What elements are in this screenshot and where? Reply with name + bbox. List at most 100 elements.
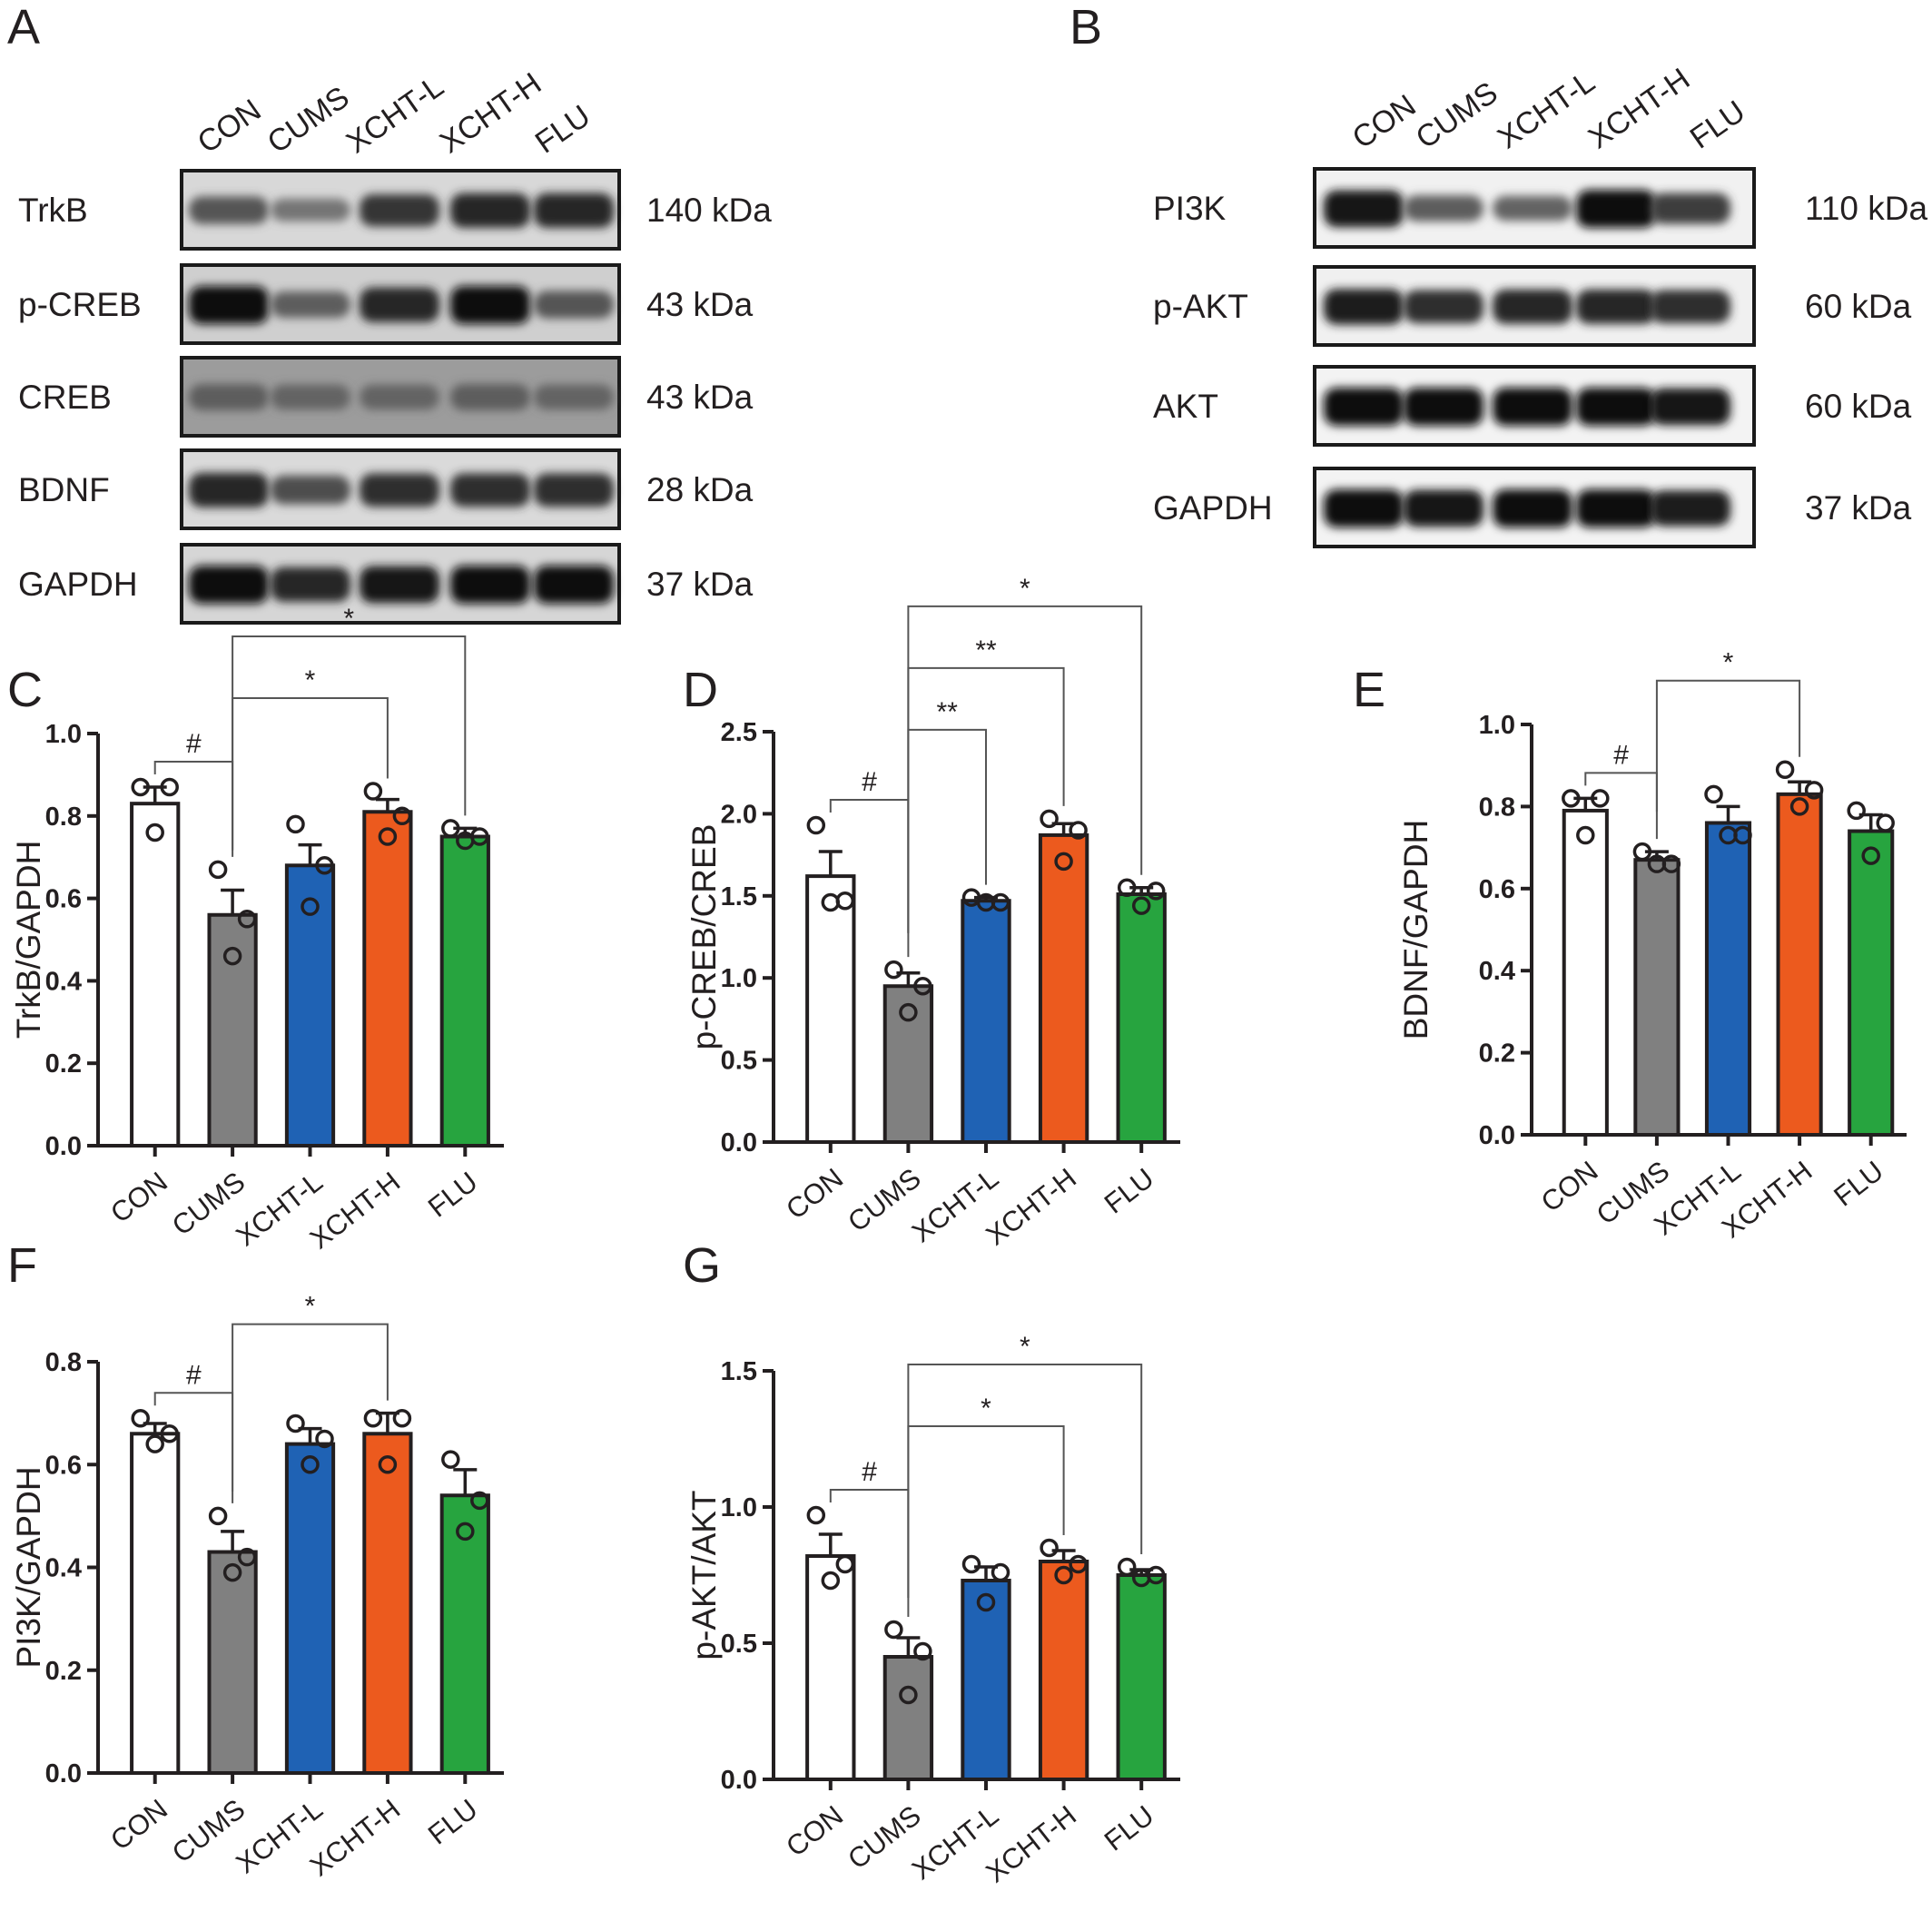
lane-label: CUMS <box>1410 75 1504 156</box>
x-tick-label: CON <box>104 1793 173 1857</box>
bar <box>882 984 934 1144</box>
blot-band <box>1404 195 1484 222</box>
significance-marker: * <box>1723 648 1734 678</box>
blot-band <box>534 384 614 410</box>
lane-label: XCHT-L <box>1492 64 1602 155</box>
blot-row-label: TrkB <box>18 192 88 229</box>
significance-bracket <box>232 635 467 851</box>
blot-row-label: GAPDH <box>1153 489 1273 527</box>
bar <box>1116 891 1167 1144</box>
data-point <box>1040 809 1059 829</box>
data-point <box>913 1641 932 1661</box>
blot-band <box>271 291 350 318</box>
significance-marker: * <box>1020 574 1030 604</box>
data-point <box>1040 1538 1059 1558</box>
x-tick-label: FLU <box>1828 1155 1889 1213</box>
significance-marker: ** <box>975 635 997 665</box>
x-tick-label: CON <box>780 1799 849 1863</box>
blot-band <box>1324 388 1404 426</box>
y-tick-label: 0.8 <box>45 1348 82 1377</box>
data-point <box>237 910 257 929</box>
y-tick-label: 0.6 <box>45 885 82 914</box>
data-point <box>1054 852 1073 872</box>
y-tick-label: 0.0 <box>45 1759 82 1788</box>
data-point <box>1632 842 1652 862</box>
x-tick-label: CON <box>780 1162 849 1226</box>
blot-band <box>271 566 350 602</box>
x-tick-label: CON <box>104 1166 173 1229</box>
data-point <box>913 976 932 996</box>
data-point <box>1789 797 1809 816</box>
y-tick-label: 1.0 <box>721 1493 757 1522</box>
y-tick-label: 0.6 <box>1479 875 1515 904</box>
blot-band <box>189 196 269 224</box>
data-point <box>991 1562 1010 1582</box>
y-tick-label: 0.0 <box>721 1766 757 1795</box>
data-point <box>145 823 164 842</box>
blot-band <box>271 198 350 222</box>
x-tick-label: FLU <box>422 1793 484 1851</box>
data-point <box>1069 821 1088 840</box>
bar-chart-p-akt: 0.00.51.01.5p-AKT/AKTCONCUMSXCHT-LXCHT-H… <box>685 1332 1180 1889</box>
blot-band <box>1651 290 1730 324</box>
panel-letter-a: A <box>7 0 40 54</box>
bar <box>362 810 413 1148</box>
y-axis-label: p-AKT/AKT <box>685 1490 723 1660</box>
data-point <box>145 1434 164 1453</box>
blot-band <box>1324 489 1404 527</box>
panel-letter-d: D <box>683 663 718 717</box>
data-point <box>131 1409 150 1428</box>
bar <box>1633 858 1681 1137</box>
blot-band <box>1651 192 1730 224</box>
lane-label: CON <box>192 93 268 160</box>
data-point <box>208 860 228 880</box>
data-point <box>821 1571 841 1591</box>
data-point <box>1876 813 1895 832</box>
data-point <box>441 1450 460 1469</box>
data-point <box>976 892 996 912</box>
data-point <box>1576 825 1595 845</box>
bar <box>1848 829 1895 1138</box>
panel-letter-b: B <box>1070 0 1102 54</box>
data-point <box>1131 1568 1151 1588</box>
blot-band <box>1404 290 1484 324</box>
molecular-weight-label: 37 kDa <box>1805 489 1912 527</box>
bar <box>805 1554 856 1781</box>
blot-band <box>450 473 530 507</box>
blot-band <box>1651 388 1730 426</box>
blot-band <box>360 384 439 410</box>
significance-bracket <box>1655 679 1801 813</box>
molecular-weight-label: 43 kDa <box>646 286 754 323</box>
lane-label: XCHT-H <box>434 66 547 161</box>
y-tick-label: 0.2 <box>45 1049 82 1079</box>
blot-band <box>1404 489 1484 527</box>
data-point <box>884 960 903 980</box>
lane-label: CUMS <box>261 80 356 161</box>
blot-band <box>189 384 269 410</box>
significance-marker: # <box>862 1457 877 1487</box>
data-point <box>1131 896 1151 915</box>
data-point <box>363 782 383 801</box>
significance-bracket <box>907 605 1143 933</box>
data-point <box>222 1562 242 1582</box>
bar <box>1704 821 1752 1137</box>
data-point <box>899 1685 918 1705</box>
y-tick-label: 0.8 <box>45 803 82 832</box>
molecular-weight-label: 60 kDa <box>1805 388 1912 425</box>
data-point <box>208 1506 228 1526</box>
y-tick-label: 0.4 <box>45 1554 82 1583</box>
data-point <box>441 819 460 838</box>
molecular-weight-label: 37 kDa <box>646 566 754 603</box>
data-point <box>160 1424 179 1443</box>
data-point <box>835 1554 855 1574</box>
y-tick-label: 0.5 <box>721 1047 757 1076</box>
bar <box>1562 808 1609 1137</box>
y-tick-label: 1.0 <box>721 964 757 993</box>
y-tick-label: 0.4 <box>45 967 82 996</box>
blot-band <box>1404 388 1484 426</box>
y-tick-label: 1.5 <box>721 882 757 911</box>
blot-band <box>1576 489 1656 527</box>
lane-label: XCHT-L <box>340 69 450 160</box>
blot-band <box>1493 489 1572 527</box>
data-point <box>131 777 150 797</box>
